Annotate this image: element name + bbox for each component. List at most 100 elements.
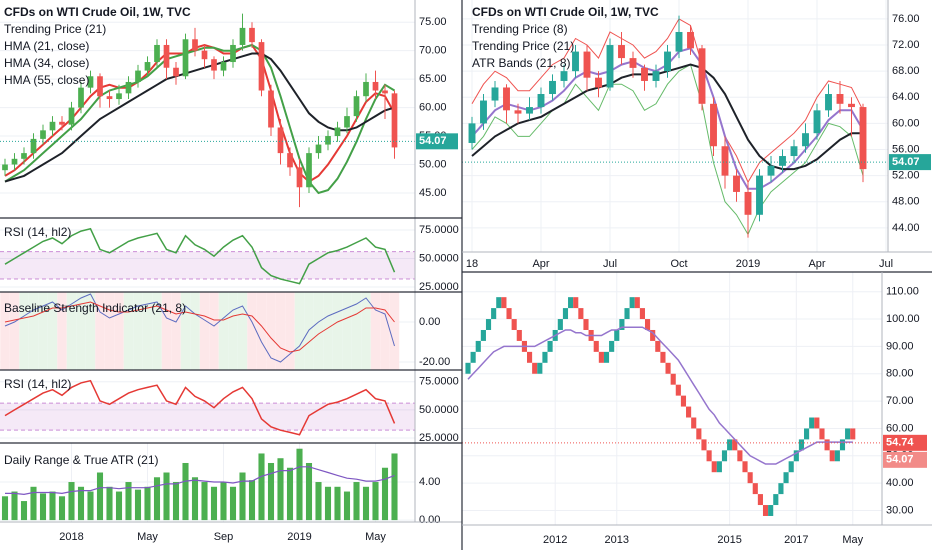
candle-body: [468, 123, 476, 143]
renko-brick: [660, 351, 666, 363]
x-tick-label: Sep: [214, 531, 234, 543]
candle-body: [859, 107, 867, 170]
baseline-zone: [161, 292, 172, 370]
bar: [106, 486, 113, 521]
renko-brick: [824, 439, 830, 451]
bar: [30, 486, 37, 521]
candle-body: [698, 48, 706, 104]
baseline-zone: [237, 292, 248, 370]
baseline-zone: [313, 292, 324, 370]
bar: [125, 482, 132, 521]
renko-brick: [701, 439, 707, 451]
bar: [381, 467, 389, 521]
renko-brick: [603, 351, 610, 363]
renko-brick: [727, 439, 733, 451]
indicator-line: [471, 63, 864, 236]
renko-brick: [650, 329, 656, 341]
bar: [134, 489, 142, 521]
price-badge: [883, 434, 927, 451]
candle-body: [135, 70, 141, 82]
bar: [191, 477, 199, 521]
price-badge: [883, 451, 927, 468]
baseline-zone: [66, 292, 77, 370]
y-tick-label: 60.00: [886, 422, 914, 434]
candle-body: [249, 27, 255, 43]
renko-brick: [675, 384, 681, 396]
candle-body: [11, 158, 18, 165]
baseline-zone: [142, 292, 153, 370]
candle-body: [154, 44, 160, 63]
bar: [1, 496, 9, 521]
x-tick-label: 2017: [784, 534, 808, 546]
y-tick-label: 60.00: [419, 101, 447, 113]
x-tick-label: May: [365, 531, 386, 543]
baseline-zone: [171, 292, 181, 370]
candle-body: [802, 133, 809, 147]
renko-brick: [686, 406, 692, 418]
candle-body: [287, 153, 293, 168]
candle-body: [733, 175, 740, 192]
renko-brick: [696, 428, 702, 440]
candle-body: [526, 107, 533, 114]
y-tick-label: 0.00: [419, 514, 440, 526]
legend-label: Baseline Strength Indicator (21, 8): [4, 301, 186, 315]
candle-body: [382, 90, 388, 94]
y-tick-label: 60.00: [892, 117, 920, 129]
candle-body: [192, 39, 198, 51]
y-tick-label: 76.00: [892, 13, 920, 25]
baseline-zone: [266, 292, 276, 370]
renko-brick: [711, 461, 717, 473]
renko-brick: [788, 461, 794, 473]
candle-body: [549, 80, 556, 95]
candle-body: [503, 87, 510, 111]
renko-brick: [470, 351, 476, 363]
y-tick-label: 70.00: [419, 45, 447, 57]
candle-body: [59, 121, 65, 125]
candle-body: [87, 76, 94, 88]
candle-body: [68, 107, 75, 125]
y-tick-label: 4.00: [419, 476, 440, 488]
bar: [267, 462, 275, 521]
legend-label: HMA (21, close): [4, 39, 89, 53]
candle-body: [372, 81, 379, 91]
baseline-zone: [218, 292, 229, 370]
y-tick-label: 25.0000: [419, 432, 459, 444]
renko-brick: [773, 494, 779, 506]
legend-label: RSI (14, hl2): [4, 377, 71, 391]
renko-brick: [665, 362, 671, 374]
bar: [248, 480, 256, 521]
renko-brick: [691, 417, 697, 429]
baseline-zone: [123, 292, 134, 370]
legend-label: Daily Range & True ATR (21): [4, 453, 159, 467]
bar: [68, 482, 75, 521]
renko-brick: [609, 340, 615, 352]
baseline-zone: [104, 292, 115, 370]
x-tick-label: Apr: [808, 258, 825, 270]
baseline-zone: [133, 292, 143, 370]
renko-brick: [850, 428, 856, 440]
renko-brick: [532, 362, 538, 374]
renko-brick: [629, 297, 635, 309]
candle-body: [315, 144, 322, 154]
y-tick-label: 50.0000: [419, 404, 459, 416]
renko-brick: [752, 483, 758, 495]
candle-body: [106, 96, 113, 100]
bar: [286, 467, 294, 521]
baseline-zone: [38, 292, 48, 370]
y-tick-label: 0.00: [419, 316, 440, 328]
renko-brick: [716, 461, 722, 473]
candle-body: [334, 127, 341, 137]
baseline-zone: [47, 292, 58, 370]
x-tick-label: Jul: [603, 258, 617, 270]
candle-body: [641, 67, 648, 81]
candle-body: [790, 146, 798, 157]
baseline-zone: [190, 292, 200, 370]
bar: [391, 453, 398, 521]
candle-body: [391, 93, 398, 148]
x-tick-label: 2018: [59, 531, 83, 543]
renko-brick: [721, 450, 728, 462]
y-tick-label: 44.00: [892, 222, 920, 234]
renko-brick: [809, 417, 815, 429]
renko-brick: [537, 362, 543, 374]
